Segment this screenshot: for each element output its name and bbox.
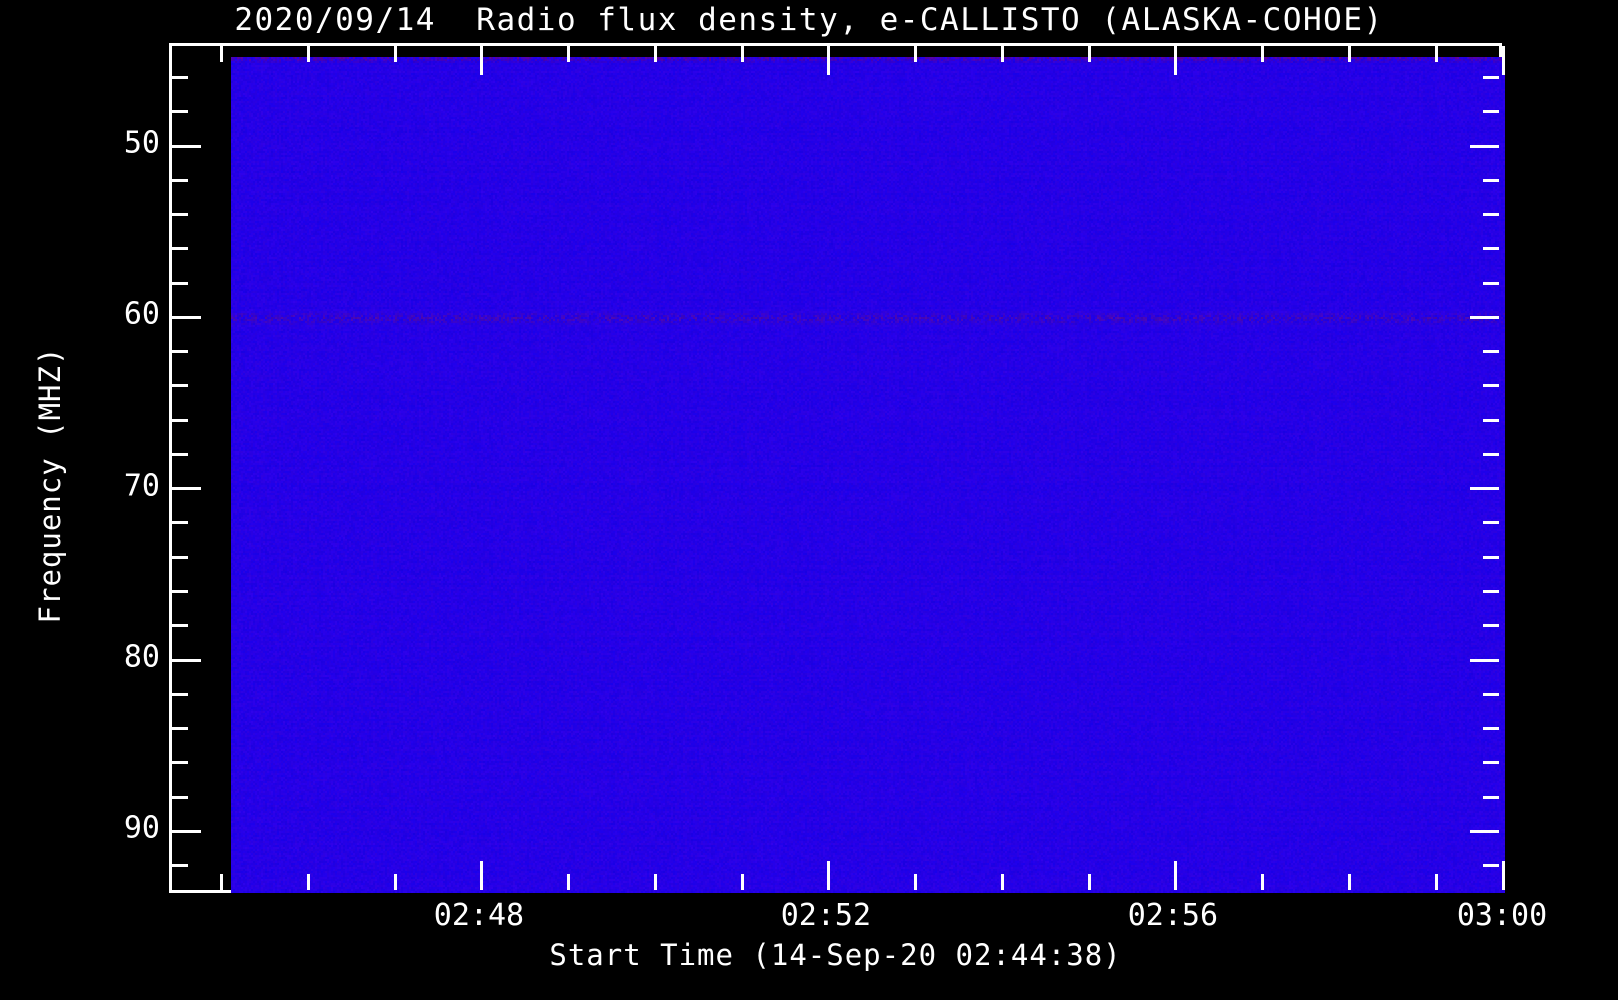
y-axis-tick <box>1470 658 1499 662</box>
y-axis-tick-label: 70 <box>123 468 160 504</box>
y-axis-tick <box>172 315 201 319</box>
x-axis-tick <box>1261 46 1265 62</box>
y-axis-tick <box>1470 487 1499 491</box>
x-axis-tick <box>480 861 484 890</box>
x-axis-tick <box>1434 46 1438 62</box>
y-axis-tick <box>172 624 188 628</box>
plot-frame <box>169 43 1505 893</box>
y-axis-tick <box>172 761 188 765</box>
x-axis-tick-label: 02:52 <box>780 898 872 933</box>
x-axis-tick <box>567 874 571 890</box>
x-axis-tick <box>1000 46 1004 62</box>
page-title: 2020/09/14 Radio flux density, e-CALLIST… <box>234 2 1384 38</box>
y-axis-tick <box>1483 418 1499 422</box>
y-axis-tick <box>172 350 188 354</box>
y-axis-tick <box>1483 795 1499 799</box>
x-axis-tick-label: 02:48 <box>433 898 525 933</box>
y-axis-tick <box>172 452 188 456</box>
y-axis-tick <box>1483 727 1499 731</box>
y-axis-tick <box>172 247 188 251</box>
y-axis-tick <box>1483 589 1499 593</box>
y-axis-tick <box>1483 110 1499 114</box>
x-axis-tick <box>1087 874 1091 890</box>
x-axis-tick <box>740 46 744 62</box>
spectrogram-raster <box>231 57 1505 893</box>
x-axis-tick <box>740 874 744 890</box>
y-axis-tick <box>172 555 188 559</box>
y-axis-tick <box>172 178 188 182</box>
y-axis-tick <box>1483 384 1499 388</box>
x-axis-tick <box>393 46 397 62</box>
x-axis-tick-label: 02:56 <box>1127 898 1219 933</box>
y-axis-tick <box>172 110 188 114</box>
y-axis-tick-labels: 50 60 70 80 90 <box>0 43 161 893</box>
x-axis-tick <box>914 874 918 890</box>
x-axis-tick <box>827 46 831 75</box>
x-axis-tick <box>1261 874 1265 890</box>
y-axis-tick <box>1483 761 1499 765</box>
y-axis-tick <box>172 658 201 662</box>
y-axis-tick <box>1483 452 1499 456</box>
y-axis-tick-label: 90 <box>123 810 160 846</box>
x-axis-tick <box>220 46 224 62</box>
y-axis-tick-label: 50 <box>123 125 160 161</box>
y-axis-tick <box>172 795 188 799</box>
y-axis-tick <box>172 418 188 422</box>
y-axis-tick <box>172 76 188 80</box>
y-axis-title: Frequency (MHZ) <box>33 346 67 624</box>
y-axis-tick <box>1483 76 1499 80</box>
x-axis-tick <box>1174 46 1178 75</box>
x-axis-tick-label: 03:00 <box>1456 898 1548 933</box>
y-axis-tick <box>1483 281 1499 285</box>
spectrogram-canvas <box>231 57 1505 893</box>
y-axis-tick <box>1483 864 1499 868</box>
x-axis-tick <box>1502 46 1505 75</box>
y-axis-tick <box>1483 178 1499 182</box>
y-axis-tick <box>172 692 188 696</box>
x-axis-tick <box>1087 46 1091 62</box>
y-axis-tick <box>1483 555 1499 559</box>
y-axis-tick <box>172 829 201 833</box>
x-axis-tick <box>1174 861 1178 890</box>
y-axis-tick <box>172 213 188 217</box>
x-axis-tick <box>653 874 657 890</box>
x-axis-tick <box>914 46 918 62</box>
y-axis-tick <box>1470 829 1499 833</box>
y-axis-tick <box>172 487 201 491</box>
y-axis-tick <box>1483 692 1499 696</box>
y-axis-tick <box>172 727 188 731</box>
x-axis-tick <box>220 874 224 890</box>
x-axis-tick <box>1434 874 1438 890</box>
y-axis-tick <box>172 589 188 593</box>
x-axis-title: Start Time (14-Sep-20 02:44:38) <box>549 938 1122 972</box>
y-axis-tick <box>172 281 188 285</box>
x-axis-tick <box>393 874 397 890</box>
x-axis-tick <box>567 46 571 62</box>
x-axis-tick-labels: 02:48 02:52 02:56 03:00 <box>169 898 1547 938</box>
y-axis-tick <box>172 384 188 388</box>
x-axis-tick <box>306 874 310 890</box>
y-axis-tick <box>1483 521 1499 525</box>
y-axis-tick <box>1483 624 1499 628</box>
y-axis-tick <box>1470 315 1499 319</box>
y-axis-tick-label: 60 <box>123 296 160 332</box>
y-axis-tick-label: 80 <box>123 639 160 675</box>
x-axis-tick <box>1347 874 1351 890</box>
y-axis-tick <box>172 144 201 148</box>
x-axis-tick <box>1502 861 1505 890</box>
x-axis-tick <box>306 46 310 62</box>
y-axis-tick <box>1483 350 1499 354</box>
y-axis-tick <box>1483 247 1499 251</box>
x-axis-tick <box>480 46 484 75</box>
x-axis-tick <box>827 861 831 890</box>
y-axis-tick <box>172 521 188 525</box>
x-axis-tick <box>1347 46 1351 62</box>
y-axis-tick <box>172 864 188 868</box>
x-axis-tick <box>1000 874 1004 890</box>
y-axis-tick <box>1483 213 1499 217</box>
x-axis-tick <box>653 46 657 62</box>
y-axis-tick <box>1470 144 1499 148</box>
